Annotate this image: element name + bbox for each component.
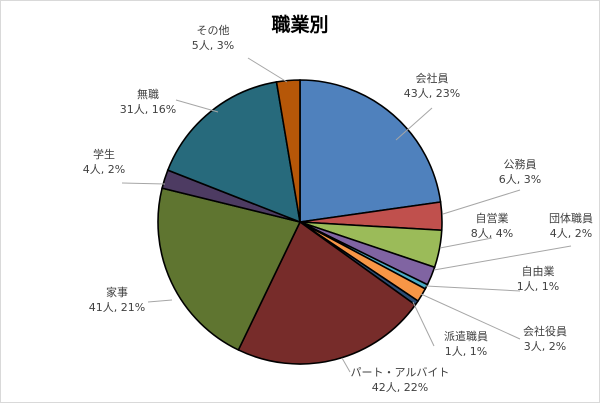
leader-line-3: [433, 245, 572, 271]
slice-label-value: 41人, 21%: [89, 301, 145, 314]
leader-line-7: [341, 357, 351, 373]
slice-label-value: 6人, 3%: [499, 173, 541, 186]
leader-line-2: [439, 237, 493, 249]
slice-label-name: 会社役員: [523, 324, 567, 338]
slice-label-value: 31人, 16%: [120, 103, 176, 116]
slice-label-name: 学生: [93, 147, 115, 161]
slice-label-name: 家事: [106, 285, 128, 299]
leader-line-1: [442, 189, 521, 215]
slice-label-name: パート・アルバイト: [351, 366, 450, 379]
leader-line-9: [121, 182, 166, 185]
slice-label-name: 団体職員: [549, 211, 593, 225]
pie-slice-7[interactable]: [237, 220, 417, 365]
slice-label-value: 42人, 22%: [372, 381, 428, 394]
chart-title: 職業別: [271, 14, 329, 36]
slice-label-value: 4人, 2%: [83, 163, 125, 176]
slice-label-name: 会社員: [416, 71, 449, 85]
leader-line-6: [412, 301, 435, 347]
leader-line-8: [147, 299, 173, 303]
slice-label-name: 無職: [137, 87, 159, 101]
slice-label-value: 3人, 2%: [524, 340, 566, 353]
pie-slice-8[interactable]: [157, 187, 302, 352]
slice-label-name: 公務員: [504, 157, 537, 171]
pie-slice-0[interactable]: [299, 79, 442, 223]
slice-label-value: 4人, 2%: [550, 227, 592, 240]
leader-line-4: [425, 285, 521, 292]
leader-line-11: [247, 57, 288, 83]
leader-line-5: [420, 293, 521, 340]
pie-slice-11[interactable]: [275, 79, 301, 223]
slice-label-value: 43人, 23%: [404, 87, 460, 100]
slice-label-name: その他: [197, 24, 230, 37]
pie-slice-10[interactable]: [166, 81, 302, 224]
slice-label-value: 1人, 1%: [445, 345, 487, 358]
slice-label-name: 派遣職員: [444, 329, 488, 343]
slice-label-value: 8人, 4%: [471, 227, 513, 240]
leader-line-0: [395, 107, 433, 141]
leader-line-10: [175, 99, 219, 113]
slice-label-value: 1人, 1%: [517, 280, 559, 293]
slice-label-name: 自営業: [476, 211, 509, 225]
slice-label-value: 5人, 3%: [192, 39, 234, 52]
slice-label-name: 自由業: [522, 264, 555, 278]
